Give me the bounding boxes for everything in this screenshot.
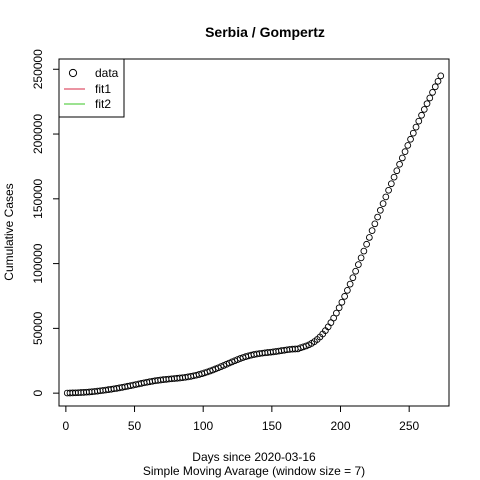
data-point — [409, 129, 417, 137]
y-axis-label: Cumulative Cases — [2, 183, 16, 280]
data-points — [63, 72, 445, 397]
y-tick-label: 100000 — [31, 243, 45, 283]
data-point — [363, 240, 370, 248]
data-point — [371, 220, 379, 228]
y-axis: 0 50000 100000 150000 200000 250000 — [31, 49, 60, 396]
data-point — [412, 123, 420, 131]
data-point — [393, 167, 401, 175]
y-tick-label: 150000 — [31, 178, 45, 218]
data-point — [344, 287, 351, 294]
y-tick-label: 50000 — [31, 311, 45, 345]
x-tick-label: 100 — [193, 419, 213, 433]
data-point — [426, 94, 434, 102]
data-point — [374, 213, 381, 221]
y-tick-label: 0 — [31, 389, 45, 396]
data-point — [431, 83, 439, 91]
data-point — [379, 200, 387, 207]
data-point — [404, 142, 412, 149]
x-axis: 0 50 100 150 200 250 — [63, 405, 420, 433]
legend-box — [58, 58, 125, 118]
data-point — [341, 293, 348, 300]
x-tick-label: 0 — [63, 419, 70, 433]
x-tick-label: 250 — [399, 419, 419, 433]
data-point — [398, 154, 406, 162]
data-point — [330, 314, 337, 322]
legend-fit2-label: fit2 — [95, 97, 111, 111]
data-point — [418, 111, 425, 119]
x-tick-label: 200 — [330, 419, 350, 433]
data-point — [376, 206, 384, 214]
data-point — [390, 173, 398, 181]
legend-data-label: data — [95, 66, 119, 80]
data-point — [333, 309, 340, 317]
x-tick-label: 50 — [128, 419, 142, 433]
data-point — [335, 304, 343, 312]
y-tick-label: 250000 — [31, 49, 45, 89]
data-point — [415, 117, 423, 125]
data-point — [368, 227, 376, 234]
data-point — [346, 280, 354, 288]
data-point — [437, 72, 445, 80]
y-tick-label: 200000 — [31, 114, 45, 154]
data-point — [352, 267, 359, 275]
legend: data fit1 fit2 — [58, 58, 125, 118]
data-point — [407, 135, 414, 143]
legend-data-marker — [68, 68, 78, 78]
data-point — [357, 254, 365, 262]
data-point — [420, 106, 428, 113]
x-tick-label: 150 — [262, 419, 282, 433]
data-point — [382, 193, 390, 201]
chart-title: Serbia / Gompertz — [205, 24, 325, 40]
data-point — [385, 186, 392, 194]
x-axis-label: Days since 2020-03-16 — [192, 450, 316, 464]
data-point — [355, 261, 362, 268]
x-axis-sublabel: Simple Moving Avarage (window size = 7) — [143, 464, 365, 478]
data-point — [423, 100, 431, 108]
data-point — [396, 160, 403, 168]
data-point — [434, 77, 442, 85]
data-point — [349, 274, 357, 282]
legend-fit1-label: fit1 — [95, 82, 111, 96]
data-point — [338, 298, 346, 306]
data-point — [366, 234, 373, 241]
data-point — [429, 88, 436, 96]
data-point — [360, 247, 368, 255]
data-point — [387, 180, 395, 188]
data-point — [401, 148, 409, 156]
